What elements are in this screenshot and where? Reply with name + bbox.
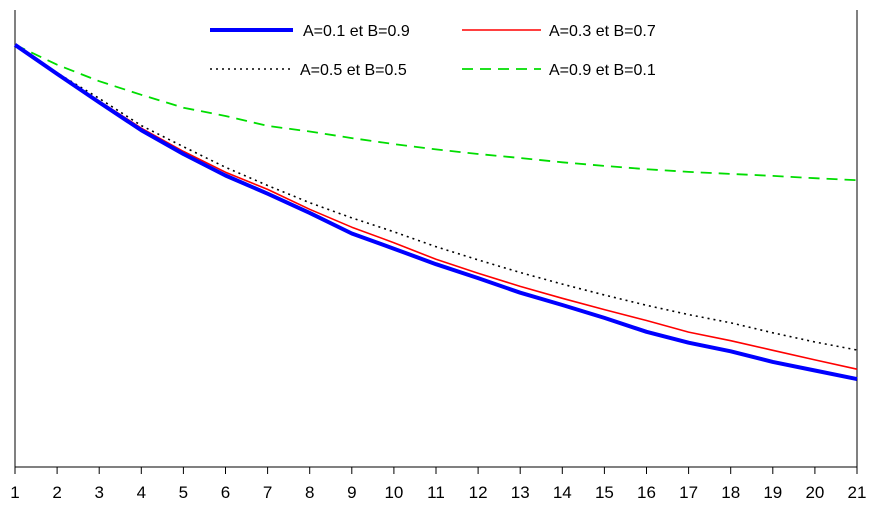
legend-label-series-3: A=0.5 et B=0.5 [300, 62, 407, 79]
x-tick-label: 6 [221, 483, 230, 502]
x-tick-label: 8 [305, 483, 314, 502]
x-tick-label: 11 [427, 483, 445, 502]
series-layer [13, 43, 858, 382]
series-line-3 [14, 44, 858, 351]
x-tick-label: 13 [511, 483, 530, 502]
x-tick-label: 18 [721, 483, 740, 502]
x-tick-label: 19 [763, 483, 782, 502]
x-tick-label: 20 [805, 483, 824, 502]
x-tick-label: 10 [384, 483, 403, 502]
x-tick-label: 9 [347, 483, 356, 502]
x-tick-label: 21 [848, 483, 867, 502]
x-tick-label: 16 [637, 483, 656, 502]
legend-label-series-4: A=0.9 et B=0.1 [549, 62, 656, 79]
legend-label-series-2: A=0.3 et B=0.7 [549, 23, 656, 40]
legend-label-series-1: A=0.1 et B=0.9 [303, 23, 410, 40]
legend: A=0.1 et B=0.9 A=0.3 et B=0.7 A=0.5 et B… [210, 23, 656, 79]
axes: 1 2 3 4 5 6 7 8 9 10 11 12 13 14 15 16 17 18 19 20 21 [10, 10, 866, 502]
series-line-1 [13, 43, 858, 382]
x-tick-label: 14 [553, 483, 572, 502]
x-tick-label: 12 [469, 483, 488, 502]
x-tick-label: 5 [179, 483, 188, 502]
x-tick-label: 2 [52, 483, 61, 502]
x-tick-label: 17 [679, 483, 698, 502]
x-tick-label: 3 [94, 483, 103, 502]
x-tick-label: 15 [595, 483, 614, 502]
x-tick-label: 4 [137, 483, 146, 502]
series-line-4 [14, 43, 858, 182]
series-line-2 [14, 44, 858, 370]
x-tick-label: 7 [263, 483, 272, 502]
x-tick-label: 1 [10, 483, 19, 502]
